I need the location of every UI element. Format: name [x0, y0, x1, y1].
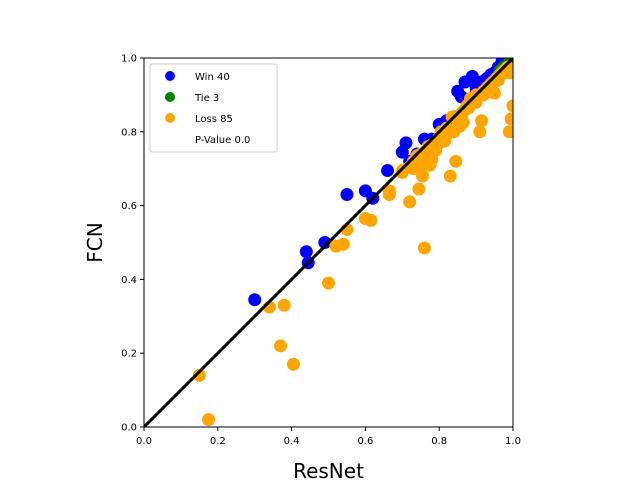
scatter-point [274, 339, 288, 353]
scatter-point [336, 237, 350, 251]
legend-marker [165, 113, 175, 123]
legend-box [149, 63, 278, 153]
scatter-point [412, 182, 426, 196]
plot-frame [143, 57, 514, 428]
scatter-point [502, 125, 513, 139]
scatter-point [443, 169, 457, 183]
scatter-point [399, 136, 413, 150]
scatter-point [364, 213, 378, 227]
x-axis-label: ResNet [293, 459, 364, 480]
scatter-point [403, 195, 417, 209]
legend-marker [165, 92, 175, 102]
scatter-point [504, 112, 513, 126]
scatter-point [449, 154, 463, 168]
legend-marker [165, 71, 175, 81]
scatter-point [475, 114, 489, 128]
scatter-point [416, 169, 430, 183]
x-axis-ticks: 0.0 0.2 0.4 0.6 0.8 1.0 [136, 427, 521, 447]
scatter-point [202, 413, 216, 427]
y-axis-ticks: 0.0 0.2 0.4 0.6 0.8 1.0 [121, 54, 144, 434]
scatter-point [417, 241, 431, 255]
scatter-point [299, 245, 313, 259]
legend-label: Win 40 [195, 72, 230, 83]
scatter-point [277, 298, 291, 312]
scatter-point [381, 164, 395, 178]
x-tick-label: 0.4 [284, 436, 300, 447]
x-tick-label: 0.8 [431, 436, 447, 447]
scatter-point [322, 276, 335, 290]
y-tick-label: 0.6 [121, 201, 137, 212]
scatter-point [248, 293, 262, 307]
legend-label: Loss 85 [195, 114, 233, 125]
y-axis-label: FCN [83, 222, 107, 262]
scatter-point [382, 184, 396, 198]
scatter-point [286, 357, 300, 371]
y-tick-label: 0.4 [121, 275, 137, 286]
legend: Win 40 Tie 3 Loss 85 P-Value 0.0 [149, 63, 278, 153]
x-tick-label: 1.0 [505, 436, 521, 447]
scatter-point [506, 99, 513, 113]
x-tick-label: 0.2 [210, 436, 226, 447]
scatter-point [447, 125, 461, 139]
x-tick-label: 0.0 [136, 436, 152, 447]
scatter-point [340, 188, 354, 202]
scatter-point [473, 125, 487, 139]
scatter-point [421, 149, 435, 163]
y-tick-label: 1.0 [121, 54, 137, 65]
x-tick-label: 0.6 [357, 436, 373, 447]
legend-label: P-Value 0.0 [195, 135, 250, 146]
y-tick-label: 0.0 [121, 423, 137, 434]
diagonal-reference-line [144, 58, 513, 427]
scatter-point [502, 66, 513, 80]
y-tick-label: 0.2 [121, 349, 137, 360]
y-tick-label: 0.8 [121, 127, 137, 138]
scatter-point [318, 236, 332, 249]
scatter-point [192, 368, 206, 382]
legend-label: Tie 3 [194, 93, 219, 104]
